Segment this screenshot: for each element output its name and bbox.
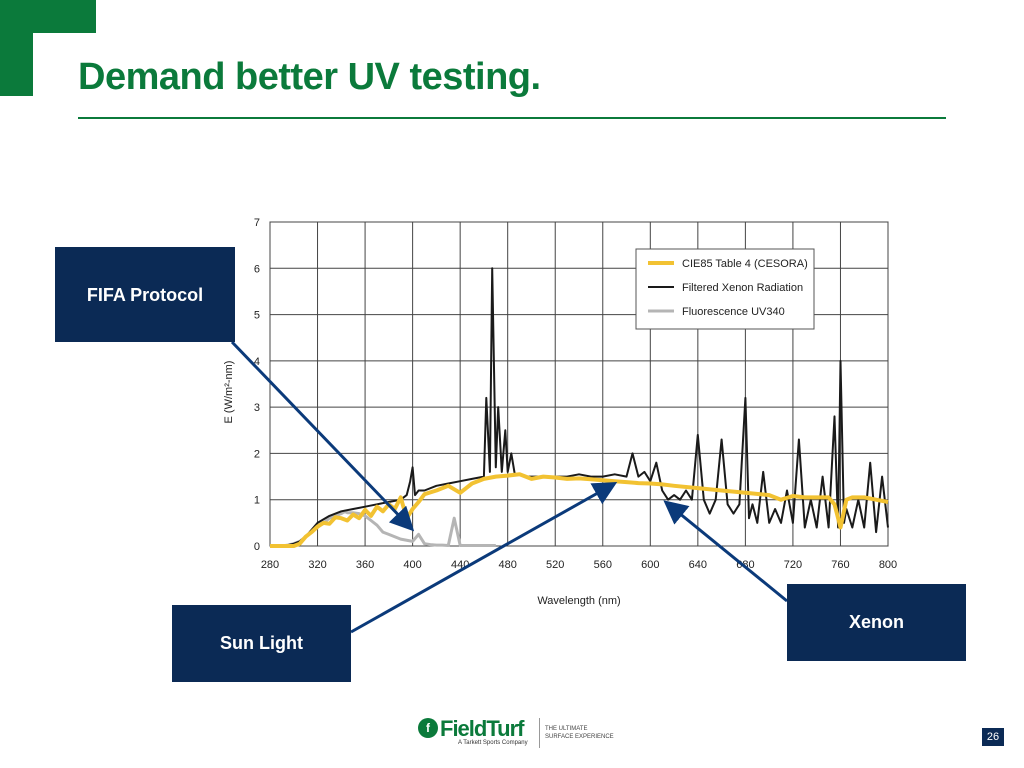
x-tick-label: 520 bbox=[546, 559, 564, 571]
y-tick-label: 0 bbox=[254, 541, 260, 553]
logo-tagline: THE ULTIMATE SURFACE EXPERIENCE bbox=[545, 726, 614, 740]
y-tick-label: 3 bbox=[254, 402, 260, 414]
legend-label: Filtered Xenon Radiation bbox=[682, 282, 803, 294]
page-number: 26 bbox=[982, 728, 1004, 746]
slide-title: Demand better UV testing. bbox=[78, 56, 541, 98]
x-tick-label: 280 bbox=[261, 559, 279, 571]
chart-legend: CIE85 Table 4 (CESORA) Filtered Xenon Rad… bbox=[635, 248, 815, 330]
y-tick-label: 6 bbox=[254, 263, 260, 275]
callout-arrows bbox=[230, 340, 788, 634]
logo-subtitle: A Tarkett Sports Company bbox=[458, 740, 528, 746]
x-tick-label: 720 bbox=[784, 559, 802, 571]
x-axis-label: Wavelength (nm) bbox=[537, 595, 620, 607]
x-tick-label: 800 bbox=[879, 559, 897, 571]
title-divider bbox=[78, 117, 946, 119]
fifa-protocol-callout: FIFA Protocol bbox=[55, 247, 235, 342]
y-tick-label: 2 bbox=[254, 448, 260, 460]
sun-arrow bbox=[350, 482, 618, 634]
y-axis-label: E (W/m²-nm) bbox=[223, 361, 235, 424]
legend-label: Fluorescence UV340 bbox=[682, 306, 785, 318]
x-tick-label: 760 bbox=[831, 559, 849, 571]
series-line-1 bbox=[270, 267, 889, 547]
legend-label: CIE85 Table 4 (CESORA) bbox=[682, 258, 808, 270]
series-line-0 bbox=[270, 472, 889, 548]
x-tick-label: 640 bbox=[689, 559, 707, 571]
sun-light-callout: Sun Light bbox=[172, 605, 351, 682]
x-tick-label: 600 bbox=[641, 559, 659, 571]
x-tick-label: 480 bbox=[499, 559, 517, 571]
tick-labels: 280 320 360 400 440 480 520 560 600 640 680 720 760 8… bbox=[254, 217, 897, 571]
corner-accent-horizontal bbox=[0, 0, 96, 33]
fieldturf-logo: f FieldTurf A Tarkett Sports Company THE… bbox=[418, 716, 614, 750]
xenon-arrow bbox=[663, 500, 788, 603]
logo-name: FieldTurf bbox=[440, 716, 524, 741]
xenon-callout: Xenon bbox=[787, 584, 966, 661]
y-tick-label: 5 bbox=[254, 310, 260, 322]
x-tick-label: 360 bbox=[356, 559, 374, 571]
x-tick-label: 400 bbox=[403, 559, 421, 571]
y-tick-label: 4 bbox=[254, 356, 260, 368]
fieldturf-ball-icon: f bbox=[418, 718, 438, 738]
logo-separator bbox=[539, 718, 540, 748]
x-tick-label: 320 bbox=[308, 559, 326, 571]
series-lines bbox=[270, 267, 889, 548]
y-tick-label: 1 bbox=[254, 495, 260, 507]
fifa-arrow bbox=[230, 340, 415, 532]
x-tick-label: 560 bbox=[594, 559, 612, 571]
y-tick-label: 7 bbox=[254, 217, 260, 229]
